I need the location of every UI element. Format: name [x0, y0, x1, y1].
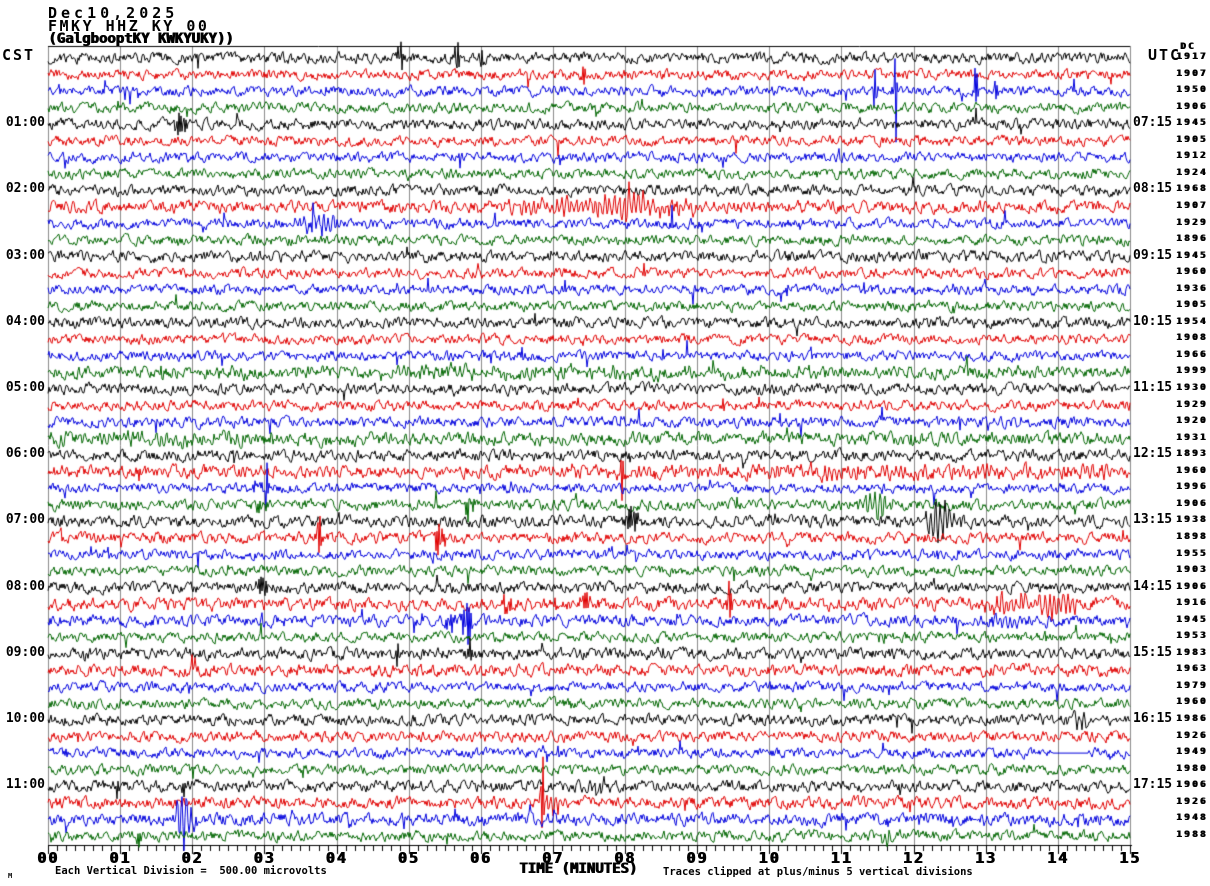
left-timezone-label: CST — [2, 46, 36, 64]
dc-value: 1917 — [1176, 52, 1208, 62]
dc-value: 1929 — [1176, 217, 1208, 228]
dc-value: 1926 — [1176, 796, 1208, 807]
dc-value: 1898 — [1176, 531, 1208, 542]
header-station: FMKY HHZ KY 00 — [48, 17, 210, 35]
x-tick-label: 02 — [181, 849, 204, 867]
dc-value: 1999 — [1176, 366, 1208, 377]
dc-column-header: DC — [1180, 42, 1196, 52]
dc-value: 1929 — [1176, 399, 1208, 410]
dc-value: 1983 — [1176, 647, 1208, 658]
dc-value: 1963 — [1176, 664, 1208, 675]
header-date: Dec10,2025 — [48, 4, 179, 22]
dc-value: 1936 — [1176, 283, 1208, 294]
dc-value: 1986 — [1176, 714, 1208, 724]
utc-hour-label: 12:15 — [1133, 446, 1173, 462]
x-tick-label: 11 — [830, 849, 853, 867]
dc-value: 1954 — [1176, 316, 1208, 327]
dc-value: 1906 — [1176, 581, 1208, 592]
dc-value: 1912 — [1176, 151, 1208, 162]
dc-value: 1949 — [1176, 747, 1208, 758]
dc-value: 1960 — [1176, 267, 1208, 278]
cst-hour-label: 11:00 — [5, 777, 45, 793]
dc-value: 1960 — [1176, 465, 1208, 476]
cst-hour-label: 06:00 — [5, 446, 45, 462]
dc-value: 1905 — [1176, 300, 1208, 311]
cst-hour-label: 02:00 — [5, 181, 45, 197]
dc-value: 1979 — [1176, 680, 1208, 691]
utc-hour-label: 16:15 — [1133, 711, 1173, 726]
dc-value: 1988 — [1176, 829, 1208, 840]
cst-hour-label: 08:00 — [5, 578, 45, 594]
utc-hour-label: 07:15 — [1133, 115, 1173, 131]
dc-value: 1916 — [1176, 598, 1208, 609]
dc-value: 1906 — [1176, 101, 1208, 112]
dc-value: 1938 — [1176, 515, 1208, 526]
vertical-division-footnote: Each Vertical Division = 500.00 microvol… — [55, 865, 327, 877]
utc-hour-label: 15:15 — [1133, 644, 1173, 660]
cst-hour-label: 09:00 — [5, 644, 45, 660]
dc-value: 1948 — [1176, 813, 1208, 824]
dc-value: 1950 — [1176, 85, 1208, 96]
dc-value: 1906 — [1176, 498, 1208, 509]
cst-hour-label: 10:00 — [5, 711, 45, 726]
x-tick-label: 04 — [325, 849, 348, 867]
dc-value: 1945 — [1176, 614, 1208, 625]
dc-value: 1996 — [1176, 482, 1208, 493]
dc-value: 1980 — [1176, 763, 1208, 774]
cst-hour-label: 05:00 — [5, 380, 45, 395]
dc-value: 1906 — [1176, 780, 1208, 791]
dc-value: 1953 — [1176, 631, 1208, 642]
x-tick-label: 15 — [1118, 849, 1142, 867]
dc-value: 1907 — [1176, 68, 1208, 79]
right-timezone-label: UTC — [1148, 46, 1182, 64]
utc-hour-label: 08:15 — [1133, 181, 1173, 197]
dc-value: 1926 — [1176, 730, 1208, 741]
x-axis-title: TIME (MINUTES) — [519, 861, 638, 877]
dc-value: 1930 — [1176, 383, 1208, 393]
dc-value: 1968 — [1176, 184, 1208, 195]
utc-hour-label: 14:15 — [1133, 578, 1173, 594]
dc-value: 1920 — [1176, 416, 1208, 427]
dc-value: 1945 — [1176, 118, 1208, 129]
x-tick-label: 12 — [902, 849, 925, 867]
dc-value: 1905 — [1176, 134, 1208, 145]
dc-value: 1896 — [1176, 234, 1208, 245]
cst-hour-label: 01:00 — [5, 115, 45, 131]
x-tick-label: 00 — [36, 849, 60, 867]
cst-hour-label: 04:00 — [5, 313, 45, 329]
header-location: (GalgbooptKY KWKYUKY)) — [48, 31, 234, 47]
dc-value: 1903 — [1176, 565, 1208, 576]
x-tick-label: 14 — [1046, 849, 1069, 867]
dc-value: 1966 — [1176, 349, 1208, 360]
clipping-footnote: Traces clipped at plus/minus 5 vertical … — [663, 866, 973, 878]
utc-hour-label: 17:15 — [1133, 777, 1173, 793]
cst-hour-label: 07:00 — [5, 512, 45, 528]
dc-value: 1945 — [1176, 250, 1208, 261]
dc-value: 1907 — [1176, 200, 1208, 211]
x-tick-label: 01 — [109, 849, 132, 867]
dc-value: 1955 — [1176, 548, 1208, 559]
x-tick-label: 10 — [758, 849, 781, 867]
corner-mark: M — [8, 872, 13, 880]
dc-value: 1924 — [1176, 167, 1208, 178]
x-tick-label: 03 — [253, 849, 276, 867]
x-tick-label: 13 — [974, 849, 997, 867]
dc-value: 1960 — [1176, 697, 1208, 708]
dc-value: 1893 — [1176, 449, 1208, 460]
x-tick-label: 09 — [686, 849, 709, 867]
x-tick-label: 07 — [541, 849, 564, 867]
utc-hour-label: 09:15 — [1133, 247, 1173, 263]
dc-value: 1908 — [1176, 333, 1208, 344]
x-tick-label: 05 — [397, 849, 420, 867]
utc-hour-label: 10:15 — [1133, 313, 1173, 329]
x-tick-label: 08 — [614, 849, 637, 867]
utc-hour-label: 13:15 — [1133, 512, 1173, 528]
cst-hour-label: 03:00 — [5, 247, 45, 263]
utc-hour-label: 11:15 — [1133, 380, 1173, 395]
dc-value: 1931 — [1176, 432, 1208, 443]
x-tick-label: 06 — [469, 849, 492, 867]
